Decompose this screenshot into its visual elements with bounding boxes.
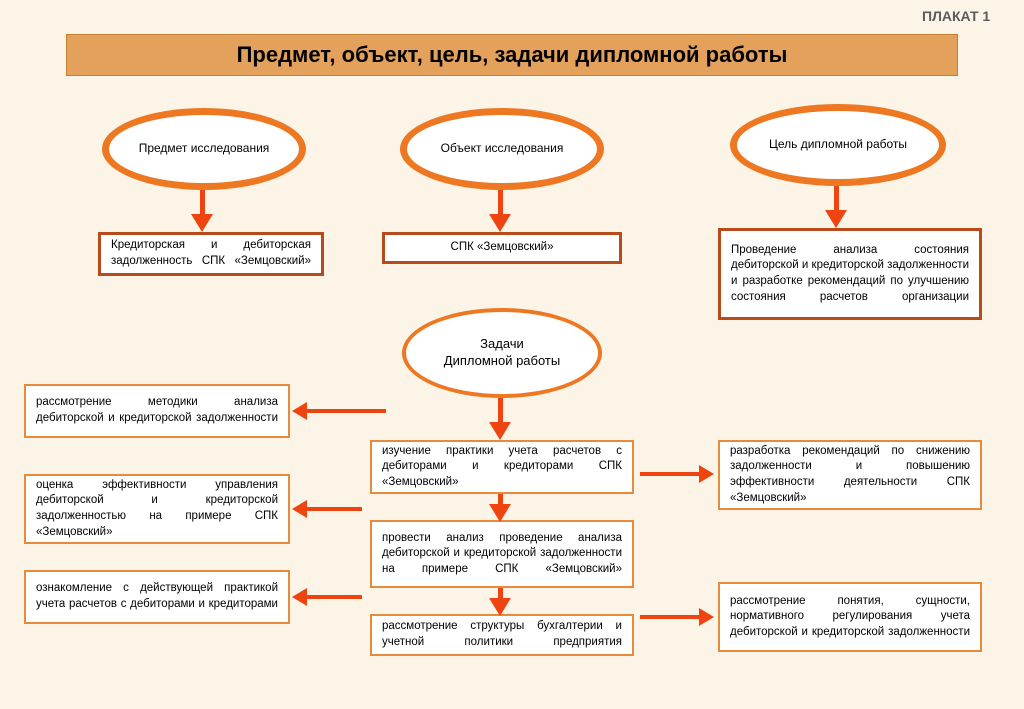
box-object-text: СПК «Земцовский»: [451, 240, 554, 256]
arrow-down-stem: [834, 186, 839, 210]
poster-number: ПЛАКАТ 1: [922, 8, 990, 24]
task-l2: оценка эффективности управления дебиторс…: [24, 474, 290, 544]
task-r2-text: рассмотрение понятия, сущности, норматив…: [730, 594, 970, 641]
arrow-down-stem: [498, 190, 503, 214]
task-c3: рассмотрение структуры бухгалтерии и уче…: [370, 614, 634, 656]
arrow-down-head: [489, 598, 511, 616]
box-subject: Кредиторская и дебиторская задолженность…: [98, 232, 324, 276]
ellipse-goal-label: Цель дипломной работы: [769, 137, 907, 153]
task-l1-text: рассмотрение методики анализа дебиторско…: [36, 395, 278, 426]
task-r1-text: разработка рекомендаций по снижению задо…: [730, 444, 970, 506]
task-l3: ознакомление с действующей практикой уче…: [24, 570, 290, 624]
box-goal: Проведение анализа состояния дебиторской…: [718, 228, 982, 320]
arrow-left: [306, 409, 386, 413]
arrow-right: [640, 615, 700, 619]
diagram-canvas: ПЛАКАТ 1 Предмет, объект, цель, задачи д…: [0, 0, 1024, 709]
arrow-down-head: [489, 214, 511, 232]
task-r2: рассмотрение понятия, сущности, норматив…: [718, 582, 982, 652]
ellipse-object-label: Объект исследования: [441, 141, 564, 157]
box-object: СПК «Земцовский»: [382, 232, 622, 264]
arrow-down-stem: [498, 398, 503, 422]
task-r1: разработка рекомендаций по снижению задо…: [718, 440, 982, 510]
arrow-right: [640, 472, 700, 476]
task-c2: провести анализ проведение анализа дебит…: [370, 520, 634, 588]
arrow-left: [306, 507, 362, 511]
arrow-down-stem: [200, 190, 205, 214]
ellipse-tasks-label: Задачи Дипломной работы: [444, 336, 560, 370]
task-l2-text: оценка эффективности управления дебиторс…: [36, 478, 278, 540]
task-l3-text: ознакомление с действующей практикой уче…: [36, 581, 278, 612]
task-c1: изучение практики учета расчетов с дебит…: [370, 440, 634, 494]
arrow-left: [306, 595, 362, 599]
ellipse-goal: Цель дипломной работы: [730, 104, 946, 186]
task-c3-text: рассмотрение структуры бухгалтерии и уче…: [382, 619, 622, 650]
ellipse-subject: Предмет исследования: [102, 108, 306, 190]
task-c1-text: изучение практики учета расчетов с дебит…: [382, 444, 622, 491]
arrow-down-head: [489, 422, 511, 440]
arrow-down-head: [191, 214, 213, 232]
arrow-down-stem: [498, 588, 503, 598]
box-subject-text: Кредиторская и дебиторская задолженность…: [111, 238, 311, 269]
ellipse-subject-label: Предмет исследования: [139, 141, 270, 157]
ellipse-tasks: Задачи Дипломной работы: [402, 308, 602, 398]
arrow-down-head: [489, 504, 511, 522]
arrow-down-stem: [498, 494, 503, 504]
task-l1: рассмотрение методики анализа дебиторско…: [24, 384, 290, 438]
arrow-down-head: [825, 210, 847, 228]
title-bar: Предмет, объект, цель, задачи дипломной …: [66, 34, 958, 76]
task-c2-text: провести анализ проведение анализа дебит…: [382, 531, 622, 578]
ellipse-object: Объект исследования: [400, 108, 604, 190]
box-goal-text: Проведение анализа состояния дебиторской…: [731, 243, 969, 305]
